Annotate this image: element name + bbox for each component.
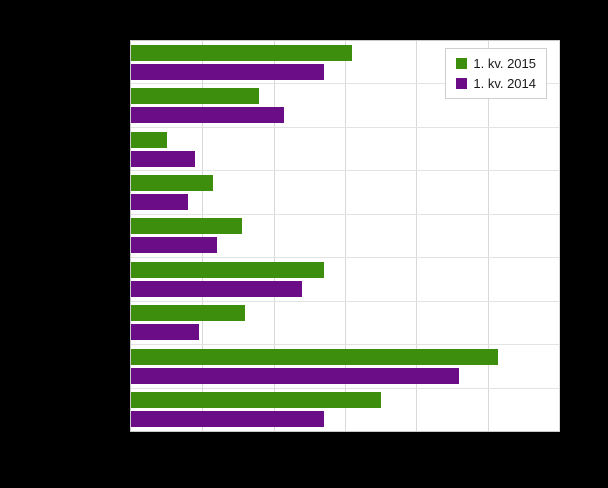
bar-1-kv-2014	[131, 107, 285, 124]
bar-groups	[131, 41, 559, 431]
legend-label-2014: 1. kv. 2014	[473, 76, 536, 91]
bar-1-kv-2014	[131, 63, 324, 80]
bar-1-kv-2014	[131, 237, 217, 254]
bar-1-kv-2015	[131, 261, 324, 278]
bar-1-kv-2014	[131, 280, 303, 297]
bar-group	[131, 171, 559, 215]
bar-group	[131, 84, 559, 128]
bar-group	[131, 41, 559, 85]
bar-group	[131, 302, 559, 346]
gridline	[202, 41, 204, 431]
legend-item-2014: 1. kv. 2014	[456, 77, 536, 90]
bar-1-kv-2014	[131, 150, 196, 167]
bar-group	[131, 128, 559, 172]
gridline	[345, 41, 346, 431]
bar-group	[131, 258, 559, 302]
gridline	[416, 41, 418, 431]
bar-1-kv-2015	[131, 218, 242, 235]
bar-1-kv-2014	[131, 324, 199, 341]
bar-1-kv-2015	[131, 305, 246, 322]
legend: 1. kv. 2015 1. kv. 2014	[445, 48, 547, 99]
bar-group	[131, 215, 559, 259]
bar-1-kv-2015	[131, 348, 499, 365]
bar-1-kv-2014	[131, 194, 189, 211]
gridline	[487, 41, 489, 431]
legend-label-2015: 1. kv. 2015	[473, 56, 536, 71]
bar-1-kv-2015	[131, 175, 214, 192]
bar-1-kv-2015	[131, 88, 260, 105]
legend-item-2015: 1. kv. 2015	[456, 57, 536, 70]
bar-group	[131, 389, 559, 431]
legend-swatch-2015-icon	[456, 58, 468, 69]
legend-swatch-2014-icon	[456, 78, 468, 89]
gridline	[559, 41, 560, 431]
bar-1-kv-2014	[131, 367, 460, 384]
bar-1-kv-2015	[131, 131, 167, 148]
bar-1-kv-2015	[131, 392, 381, 409]
bar-1-kv-2014	[131, 411, 324, 428]
bar-group	[131, 345, 559, 389]
plot-area: 1. kv. 2015 1. kv. 2014	[130, 40, 560, 432]
gridline	[273, 41, 275, 431]
bar-1-kv-2015	[131, 44, 353, 61]
